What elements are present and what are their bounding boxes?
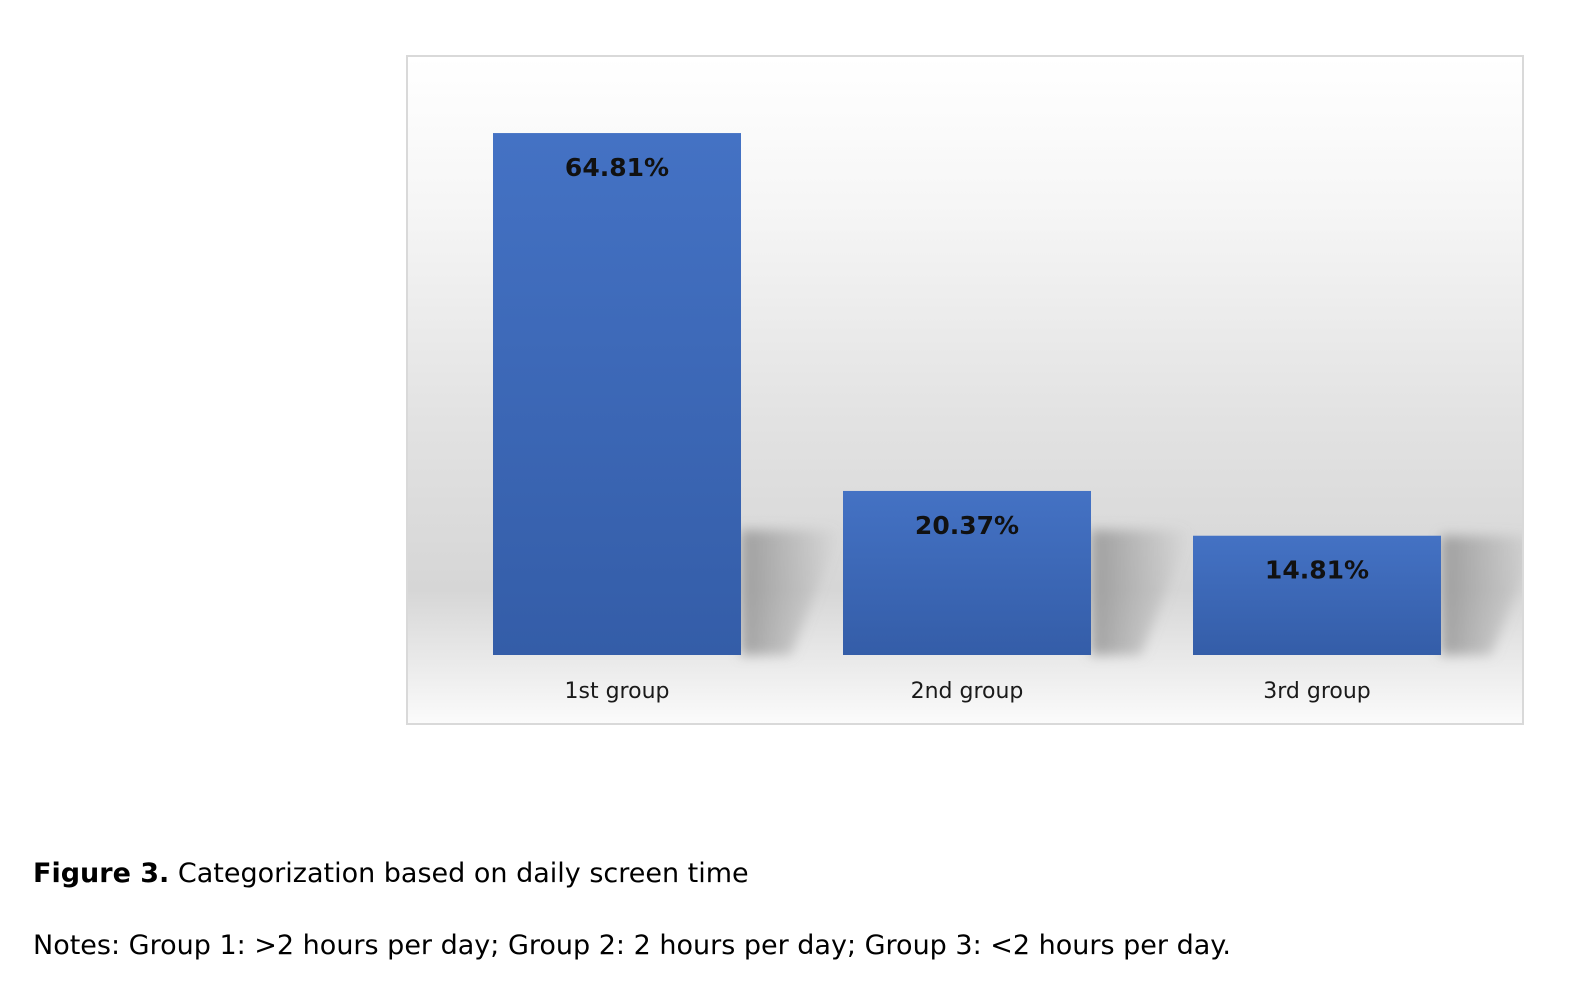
bar-2 <box>843 490 1091 655</box>
caption-text: Categorization based on daily screen tim… <box>169 858 749 889</box>
bar-value-label: 14.81% <box>1265 556 1369 585</box>
figure-notes: Notes: Group 1: >2 hours per day; Group … <box>33 930 1231 961</box>
bar-value-label: 64.81% <box>565 153 669 182</box>
bar-3 <box>1193 535 1441 655</box>
chart-frame: 64.81% 20.37% 14.81% 1st group 2nd group 3rd… <box>406 55 1524 725</box>
bar-1 <box>493 133 741 655</box>
x-tick-label: 2nd group <box>911 679 1024 704</box>
bar-value-label: 20.37% <box>915 511 1019 540</box>
x-tick-label: 1st group <box>565 679 670 704</box>
figure-caption: Figure 3. Categorization based on daily … <box>33 858 749 889</box>
figure-label: Figure 3. <box>33 858 170 889</box>
bar-chart: 64.81% 20.37% 14.81% 1st group 2nd group 3rd… <box>493 133 1522 704</box>
bar-shadow <box>1091 530 1191 655</box>
bar-shadow <box>741 530 841 655</box>
bar-shadow <box>1441 535 1522 655</box>
x-tick-label: 3rd group <box>1263 679 1371 704</box>
